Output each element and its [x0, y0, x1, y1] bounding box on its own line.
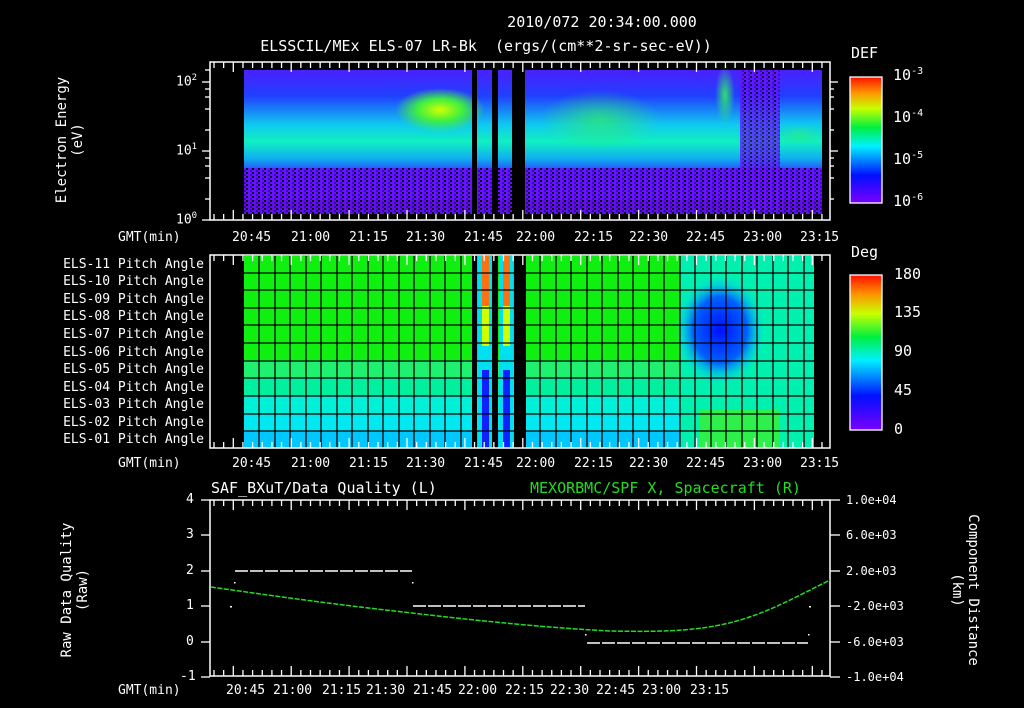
data-quality-series	[235, 570, 808, 644]
xtick: 22:45	[596, 683, 636, 698]
xtick: 21:00	[273, 683, 313, 698]
def-colorbar-title: DEF	[851, 44, 879, 62]
xtick: 21:45	[464, 230, 504, 245]
energy-spectrogram	[244, 65, 825, 220]
deg-colorbar-title: Deg	[851, 243, 879, 261]
panel3-right-ylabel: Component Distance (km)	[949, 490, 981, 690]
panel3-ytick-right: -6.0e+03	[846, 635, 904, 649]
row-label-els11: ELS-11 Pitch Angle	[63, 257, 204, 272]
panel3-ytick-left: 2	[186, 563, 194, 578]
panel3-ytick-left: 1	[186, 598, 194, 613]
xtick: 22:30	[550, 683, 590, 698]
row-label-els07: ELS-07 Pitch Angle	[63, 327, 204, 342]
row-label-els02: ELS-02 Pitch Angle	[63, 415, 204, 430]
panel1-xticks: 20:45 21:00 21:15 21:30 21:45 22:00 22:1…	[0, 230, 1024, 248]
panel3-ytick-left: 0	[186, 634, 194, 649]
def-colorbar-tick-2: 10-4	[893, 108, 924, 126]
deg-colorbar-tick-0: 0	[894, 420, 904, 438]
row-label-els01: ELS-01 Pitch Angle	[63, 432, 204, 447]
xtick: 21:00	[291, 456, 331, 471]
xtick: 21:15	[349, 230, 389, 245]
xtick: 22:15	[574, 230, 614, 245]
panel1-ytick-3: 100	[176, 211, 198, 228]
panel3-ytick-right: 6.0e+03	[846, 528, 897, 542]
panel3-xaxis-label: GMT(min)	[118, 683, 181, 698]
row-label-els04: ELS-04 Pitch Angle	[63, 380, 204, 395]
xtick: 23:15	[690, 683, 730, 698]
panel1-frame	[209, 61, 831, 221]
panel3-ytick-left: -1	[180, 669, 196, 684]
pitch-angle-heatmap	[244, 256, 814, 448]
xtick: 21:45	[464, 456, 504, 471]
panel3-ytick-right: -2.0e+03	[846, 599, 904, 613]
def-colorbar-tick-3: 10-5	[893, 150, 924, 168]
panel2-xaxis-label: GMT(min)	[118, 456, 181, 471]
xtick: 20:45	[232, 456, 272, 471]
xtick: 22:45	[686, 230, 726, 245]
xtick: 21:30	[406, 230, 446, 245]
panel3-left-ylabel: Raw Data Quality (Raw)	[59, 500, 91, 680]
row-label-els05: ELS-05 Pitch Angle	[63, 362, 204, 377]
xtick: 22:30	[629, 230, 669, 245]
row-label-els06: ELS-06 Pitch Angle	[63, 345, 204, 360]
panel3-left-ylabel-line1: Raw Data Quality	[59, 522, 75, 658]
xtick: 23:15	[800, 456, 840, 471]
panel2-frame	[209, 254, 831, 449]
panel3-right-title: MEXORBMC/SPF X, Spacecraft (R)	[530, 479, 801, 497]
panel3-ytick-left: 3	[186, 527, 194, 542]
xtick: 20:45	[226, 683, 266, 698]
xtick: 22:45	[686, 456, 726, 471]
panel3-ytick-left: 4	[186, 492, 194, 507]
row-label-els10: ELS-10 Pitch Angle	[63, 274, 204, 289]
deg-colorbar-tick-45: 45	[894, 381, 913, 399]
panel1-ytick-1: 102	[176, 73, 198, 90]
deg-colorbar-tick-180: 180	[894, 265, 922, 283]
xtick: 23:00	[743, 230, 783, 245]
panel3-frame	[209, 499, 831, 677]
panel2-xticks: 20:45 21:00 21:15 21:30 21:45 22:00 22:1…	[0, 456, 1024, 474]
row-label-els08: ELS-08 Pitch Angle	[63, 309, 204, 324]
def-colorbar-tick-1: 10-3	[893, 66, 924, 84]
panel3-left-ticks	[201, 499, 840, 678]
xtick: 22:00	[516, 456, 556, 471]
xtick: 21:45	[413, 683, 453, 698]
panel3-left-ylabel-line2: (Raw)	[75, 568, 91, 612]
xtick: 22:00	[458, 683, 498, 698]
xtick: 21:15	[349, 456, 389, 471]
panel3-right-ylabel-line1: Component Distance	[965, 514, 981, 666]
panel3-left-title: SAF_BXuT/Data Quality (L)	[211, 479, 437, 497]
xtick: 22:15	[574, 456, 614, 471]
spacecraft-x-series	[210, 579, 831, 633]
deg-colorbar-tick-135: 135	[894, 303, 922, 321]
panel3-ytick-right: 2.0e+03	[846, 564, 897, 578]
def-colorbar-tick-4: 10-6	[893, 192, 924, 210]
panel3-xticks: 20:45 21:00 21:15 21:30 21:45 22:00 22:1…	[0, 683, 1024, 701]
panel3-ytick-right: -1.0e+04	[846, 670, 904, 684]
time-ticks	[213, 62, 823, 676]
xtick: 21:30	[406, 456, 446, 471]
xtick: 22:15	[505, 683, 545, 698]
panel1-ytick-2: 101	[176, 142, 198, 159]
xtick: 21:30	[366, 683, 406, 698]
panel1-xaxis-label: GMT(min)	[118, 230, 181, 245]
xtick: 20:45	[232, 230, 272, 245]
xtick: 22:30	[629, 456, 669, 471]
def-colorbar	[849, 76, 883, 204]
xtick: 21:00	[291, 230, 331, 245]
plot-title: ELSSCIL/MEx ELS-07 LR-Bk (ergs/(cm**2-sr…	[260, 37, 712, 55]
xtick: 23:00	[642, 683, 682, 698]
row-label-els03: ELS-03 Pitch Angle	[63, 397, 204, 412]
deg-colorbar	[849, 274, 883, 431]
xtick: 23:00	[743, 456, 783, 471]
panel3-ytick-right: 1.0e+04	[846, 493, 897, 507]
panel3-right-ylabel-line2: (km)	[949, 573, 965, 607]
xtick: 23:15	[800, 230, 840, 245]
deg-colorbar-tick-90: 90	[894, 342, 913, 360]
xtick: 21:15	[322, 683, 362, 698]
row-label-els09: ELS-09 Pitch Angle	[63, 292, 204, 307]
xtick: 22:00	[516, 230, 556, 245]
plot-timestamp: 2010/072 20:34:00.000	[507, 13, 697, 31]
pitch-grid	[244, 256, 814, 448]
